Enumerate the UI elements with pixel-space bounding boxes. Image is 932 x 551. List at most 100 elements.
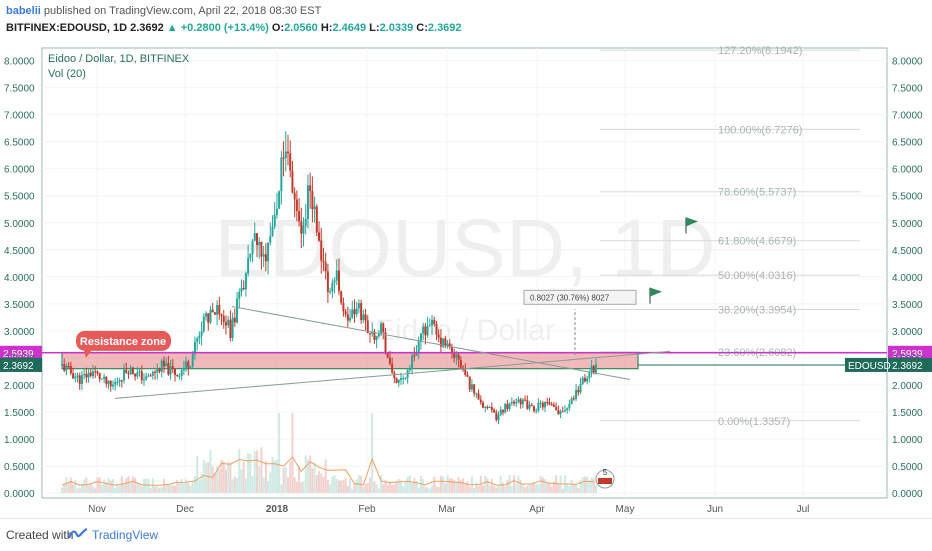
candle-body [331, 282, 334, 292]
volume-bar [515, 483, 518, 493]
candle-body [466, 374, 469, 377]
candle-body [380, 323, 383, 335]
volume-bar [213, 473, 216, 493]
volume-bar [196, 456, 199, 493]
candle-body [140, 371, 143, 381]
candle-body [174, 369, 177, 375]
y-tick-right: 4.5000 [892, 246, 923, 257]
candle-body [251, 240, 254, 254]
y-tick-left: 6.5000 [4, 138, 35, 149]
candle-body [92, 371, 95, 376]
volume-bar [182, 483, 185, 493]
candle-body [313, 206, 316, 210]
candle-body [495, 412, 498, 421]
candle-body [360, 303, 363, 321]
volume-bar [375, 484, 378, 493]
volume-bar [264, 460, 267, 493]
candle-body [486, 407, 489, 409]
candle-body [475, 393, 478, 395]
candle-body [191, 354, 194, 367]
volume-bar [444, 483, 447, 493]
symbol-tag-box [845, 357, 887, 372]
watermark-name: Eidoo / Dollar [375, 314, 555, 347]
candle-body [302, 225, 305, 234]
author-link[interactable]: babelii [6, 5, 41, 17]
candle-body [490, 407, 493, 410]
candle-body [118, 380, 121, 382]
volume-bar [581, 476, 584, 493]
volume-bar [395, 480, 398, 493]
candle-body [446, 343, 449, 347]
y-tick-left: 3.0000 [4, 327, 35, 338]
volume-bar [136, 483, 139, 493]
volume-bar [537, 484, 540, 493]
volume-bar [154, 486, 157, 493]
candle-body [284, 151, 287, 159]
volume-bar [165, 483, 168, 493]
volume-bar [400, 480, 403, 493]
volume-bar [309, 455, 312, 493]
y-tick-right: 2.0000 [892, 381, 923, 392]
candle-body [289, 153, 292, 171]
volume-bar [260, 447, 263, 493]
volume-bar [459, 480, 462, 493]
candle-body [295, 199, 298, 212]
volume-bar [220, 459, 223, 493]
y-tick-right: 0.5000 [892, 462, 923, 473]
volume-bar [169, 484, 172, 493]
candle-body [384, 332, 387, 353]
volume-bar [415, 480, 418, 493]
price-marker-label-left: 2.5939 [3, 349, 34, 360]
volume-bar [278, 413, 281, 493]
up-arrow-icon: ▲ [166, 22, 178, 34]
measure-label: 0.8027 (30.76%) 8027 [530, 293, 610, 302]
candle-body [453, 351, 456, 358]
volume-bar [391, 484, 394, 493]
y-tick-right: 7.0000 [892, 111, 923, 122]
volume-bar [123, 483, 126, 493]
candle-body [572, 398, 575, 400]
volume-bar [94, 488, 97, 493]
candle-body [267, 242, 270, 262]
volume-bar [437, 487, 440, 493]
volume-bar [595, 485, 597, 493]
candle-body [207, 313, 210, 323]
measure-label-box [523, 289, 637, 305]
candle-body [349, 317, 352, 321]
volume-bar [129, 481, 132, 493]
volume-bar [577, 488, 580, 493]
candle-body [114, 381, 117, 385]
candle-body [329, 291, 332, 293]
volume-bar [216, 466, 219, 493]
fib-level-label: 100.00%(6.7276) [718, 124, 802, 136]
candle-body [504, 403, 507, 413]
volume-bar [499, 475, 502, 493]
candle-body [258, 241, 261, 246]
volume-bar [191, 482, 194, 493]
volume-bar [446, 475, 449, 493]
volume-bar [462, 478, 465, 493]
volume-bar [550, 486, 553, 493]
volume-bar [408, 475, 411, 493]
tradingview-link[interactable]: TradingView [92, 528, 159, 542]
volume-bar [344, 478, 347, 493]
volume-bar [111, 479, 114, 493]
candle-body [424, 326, 427, 336]
volume-bar [366, 483, 369, 493]
candle-body [120, 380, 123, 382]
plot-area [41, 47, 888, 499]
candle-body [151, 371, 154, 376]
resistance-zone-box [61, 351, 639, 370]
candle-body [517, 399, 520, 402]
volume-bar [105, 482, 108, 493]
close-value: 2.3692 [427, 22, 462, 34]
created-with-label: Created with [6, 528, 74, 542]
candle-body [300, 221, 303, 234]
price-chart[interactable]: EDOUSD, 1D Eidoo / Dollar 127.20%(8.1942… [0, 44, 932, 518]
candle-body [100, 378, 103, 380]
candle-body [595, 364, 597, 373]
price-marker-box [888, 357, 932, 372]
candle-body [539, 402, 542, 404]
volume-bar [298, 465, 301, 493]
volume-bar [229, 462, 232, 493]
